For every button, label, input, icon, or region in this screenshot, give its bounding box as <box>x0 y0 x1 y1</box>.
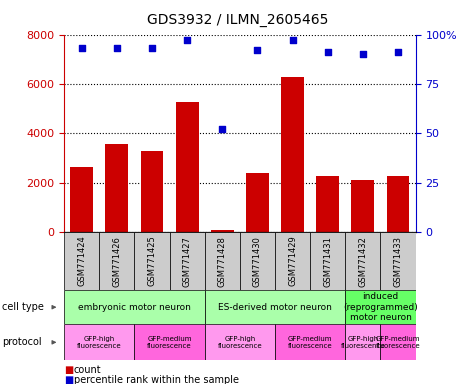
Text: GSM771433: GSM771433 <box>394 236 402 286</box>
Text: GSM771426: GSM771426 <box>113 236 121 286</box>
Text: ES-derived motor neuron: ES-derived motor neuron <box>218 303 332 312</box>
Bar <box>211 230 234 232</box>
Bar <box>170 232 205 290</box>
Bar <box>310 232 345 290</box>
Text: cell type: cell type <box>2 302 44 312</box>
Point <box>113 45 121 51</box>
Text: count: count <box>74 365 101 375</box>
Bar <box>134 324 205 360</box>
Bar <box>205 232 240 290</box>
Text: GSM771431: GSM771431 <box>323 236 332 286</box>
Point <box>289 37 296 43</box>
Bar <box>316 176 339 232</box>
Text: GSM771427: GSM771427 <box>183 236 191 286</box>
Bar <box>387 176 409 232</box>
Text: protocol: protocol <box>2 337 42 348</box>
Point <box>218 126 226 132</box>
Bar <box>246 173 269 232</box>
Text: GSM771430: GSM771430 <box>253 236 262 286</box>
Text: GFP-medium
fluorescence: GFP-medium fluorescence <box>288 336 332 349</box>
Bar <box>64 232 99 290</box>
Bar <box>380 324 416 360</box>
Text: GSM771432: GSM771432 <box>359 236 367 286</box>
Text: ■: ■ <box>64 375 73 384</box>
Text: GFP-high
fluorescence: GFP-high fluorescence <box>341 336 385 349</box>
Text: ■: ■ <box>64 365 73 375</box>
Point <box>254 47 261 53</box>
Text: GFP-medium
fluorescence: GFP-medium fluorescence <box>376 336 420 349</box>
Bar <box>141 151 163 232</box>
Bar <box>176 102 199 232</box>
Point <box>183 37 191 43</box>
Bar <box>105 144 128 232</box>
Text: GSM771424: GSM771424 <box>77 236 86 286</box>
Text: percentile rank within the sample: percentile rank within the sample <box>74 375 238 384</box>
Point <box>394 49 402 55</box>
Bar <box>99 232 134 290</box>
Bar <box>205 290 345 324</box>
Point <box>359 51 367 58</box>
Bar <box>205 324 275 360</box>
Bar <box>134 232 170 290</box>
Bar <box>345 324 380 360</box>
Text: induced
(reprogrammed)
motor neuron: induced (reprogrammed) motor neuron <box>343 292 418 322</box>
Point <box>78 45 86 51</box>
Bar <box>275 232 310 290</box>
Point <box>324 49 332 55</box>
Bar <box>345 290 416 324</box>
Bar <box>281 77 304 232</box>
Text: GSM771428: GSM771428 <box>218 236 227 286</box>
Bar <box>345 232 380 290</box>
Bar <box>64 290 205 324</box>
Text: GSM771425: GSM771425 <box>148 236 156 286</box>
Text: GSM771429: GSM771429 <box>288 236 297 286</box>
Text: GFP-high
fluorescence: GFP-high fluorescence <box>218 336 262 349</box>
Text: GFP-high
fluorescence: GFP-high fluorescence <box>77 336 122 349</box>
Text: embryonic motor neuron: embryonic motor neuron <box>78 303 191 312</box>
Bar <box>64 324 134 360</box>
Bar <box>240 232 275 290</box>
Bar <box>380 232 416 290</box>
Point <box>148 45 156 51</box>
Bar <box>275 324 345 360</box>
Bar <box>352 180 374 232</box>
Text: GDS3932 / ILMN_2605465: GDS3932 / ILMN_2605465 <box>147 13 328 27</box>
Bar <box>70 167 93 232</box>
Text: GFP-medium
fluorescence: GFP-medium fluorescence <box>147 336 192 349</box>
